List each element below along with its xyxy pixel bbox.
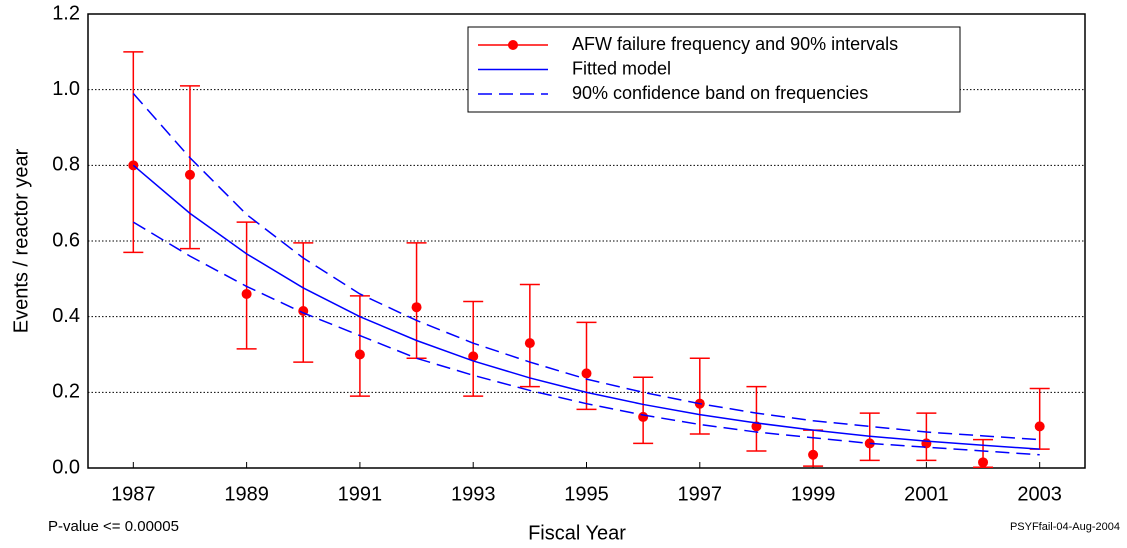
line: [132, 92, 1040, 441]
error-bar: [463, 300, 484, 397]
marker: [354, 349, 365, 360]
x-axis-label: Fiscal Year: [528, 522, 626, 544]
marker: [184, 169, 195, 180]
marker: [241, 288, 252, 299]
legend-marker: [508, 40, 518, 50]
error-bar: [179, 85, 200, 250]
error-bar: [406, 242, 427, 360]
error-bar: [519, 283, 540, 388]
x-tick-label: 1993: [451, 483, 496, 505]
marker: [808, 449, 819, 460]
marker: [581, 368, 592, 379]
error-bar: [746, 385, 767, 452]
x-tick-label: 1991: [338, 483, 383, 505]
x-tick-label: 2001: [904, 483, 949, 505]
error-bar: [236, 221, 257, 350]
x-tick-label: 1997: [678, 483, 723, 505]
error-bar: [123, 51, 144, 254]
marker: [468, 351, 479, 362]
x-tick-label: 1995: [564, 483, 609, 505]
x-tick-label: 1999: [791, 483, 836, 505]
error-bar: [576, 321, 597, 411]
y-tick-label: 0.4: [52, 305, 80, 327]
marker: [978, 457, 989, 468]
y-tick-label: 0.2: [52, 381, 80, 403]
x-tick-label: 1987: [111, 483, 156, 505]
legend-label: AFW failure frequency and 90% intervals: [572, 34, 898, 54]
y-axis-label: Events / reactor year: [10, 148, 32, 333]
x-tick-label: 2003: [1017, 483, 1062, 505]
line: [132, 164, 1040, 450]
error-bar: [803, 429, 824, 467]
error-bar: [1029, 387, 1050, 450]
error-bar: [916, 412, 937, 462]
plot-frame: [87, 13, 1086, 469]
error-bar: [633, 376, 654, 445]
legend-label: 90% confidence band on frequencies: [572, 83, 868, 103]
error-bar: [293, 242, 314, 363]
line: [132, 221, 1040, 456]
legend-label: Fitted model: [572, 58, 671, 78]
y-tick-label: 1.0: [52, 78, 80, 100]
annotation: PSYFfail-04-Aug-2004: [1010, 521, 1120, 533]
marker: [638, 411, 649, 422]
legend-box: [467, 26, 961, 113]
error-bar: [689, 357, 710, 435]
marker: [524, 338, 535, 349]
marker: [411, 302, 422, 313]
y-tick-label: 0.6: [52, 229, 80, 251]
y-tick-label: 1.2: [52, 2, 80, 24]
y-tick-label: 0.8: [52, 154, 80, 176]
x-tick-label: 1989: [224, 483, 269, 505]
annotation: P-value <= 0.00005: [48, 518, 179, 535]
y-tick-label: 0.0: [52, 456, 80, 478]
error-bar: [349, 295, 370, 397]
marker: [1034, 421, 1045, 432]
